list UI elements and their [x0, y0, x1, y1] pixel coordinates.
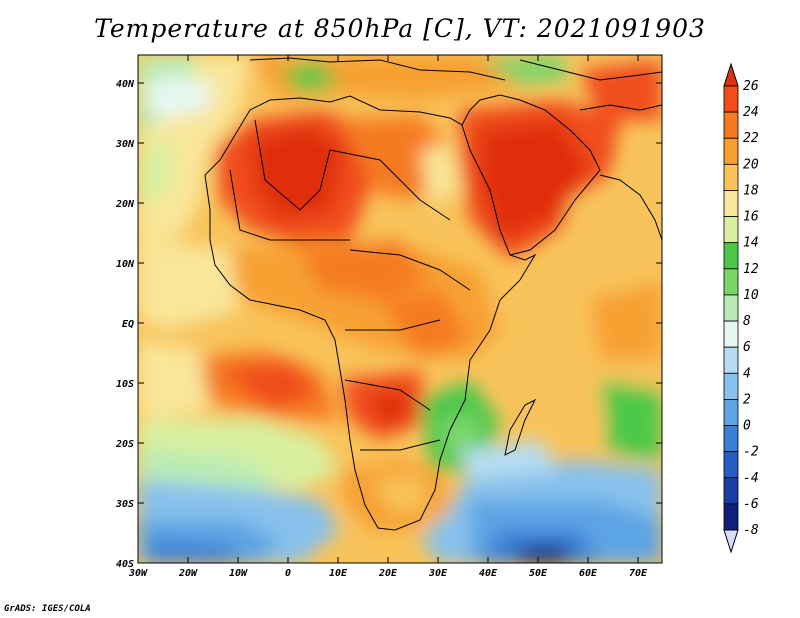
lon-tick-label: 30E: [428, 568, 448, 579]
lon-tick-label: 70E: [629, 568, 648, 579]
colorbar-swatch: [723, 294, 739, 322]
colorbar-label: 22: [743, 131, 759, 146]
map-title: Temperature at 850hPa [C], VT: 202109190…: [94, 14, 706, 43]
temperature-field: [138, 55, 662, 563]
lon-tick-label: 20W: [178, 568, 198, 579]
plot-frame: [137, 54, 663, 564]
lon-tick-label: 30W: [128, 568, 148, 579]
colorbar-label: 2: [743, 392, 751, 407]
colorbar-swatch: [723, 320, 739, 348]
colorbar-swatch: [723, 503, 739, 531]
lon-tick-label: 10E: [329, 568, 348, 579]
lon-tick-label: 0: [285, 568, 291, 579]
colorbar-label: 26: [743, 79, 759, 94]
lat-tick-label: 30N: [115, 139, 135, 150]
lat-tick-label: 40S: [116, 559, 134, 570]
colorbar-swatch: [723, 242, 739, 270]
colorbar-label: 4: [743, 366, 751, 381]
colorbar-swatch: [723, 190, 739, 217]
coastlines: [204, 57, 662, 531]
lat-tick-label: EQ: [122, 319, 134, 330]
lon-tick-label: 20E: [378, 568, 398, 579]
colorbar-label: -6: [743, 497, 759, 512]
colorbar-swatch: [723, 451, 739, 479]
colorbar-swatch: [723, 85, 739, 113]
lat-tick-label: 40N: [116, 79, 135, 90]
colorbar-label: 8: [743, 314, 751, 329]
colorbar-swatch: [723, 216, 739, 244]
colorbar-label: 14: [743, 236, 759, 251]
colorbar-swatch: [723, 137, 739, 165]
colorbar-label: -2: [743, 445, 759, 460]
colorbar-label: 20: [743, 157, 759, 172]
colorbar-swatch: [723, 477, 739, 505]
colorbar-swatch: [723, 425, 739, 453]
latitude-axis: 40N 30N 20N 10N EQ 10S 20S 30S 40S: [115, 79, 662, 570]
lon-tick-label: 40E: [479, 568, 498, 579]
colorbar-swatch: [723, 346, 739, 374]
colorbar-label: 24: [743, 105, 759, 120]
colorbar-swatch: [723, 372, 739, 400]
colorbar-swatch: [723, 163, 739, 191]
lat-tick-label: 30S: [115, 499, 134, 510]
colorbar-label: 10: [743, 288, 759, 303]
colorbar-label: 18: [743, 183, 759, 198]
colorbar-label: -8: [743, 523, 759, 538]
colorbar-swatch: [723, 111, 739, 139]
lat-tick-label: 20N: [115, 199, 135, 210]
grads-credit: GrADS: IGES/COLA: [4, 604, 91, 614]
colorbar-bottom-arrow: [723, 529, 739, 554]
colorbar-swatch: [723, 268, 739, 296]
lon-tick-label: 50E: [529, 568, 548, 579]
lat-tick-label: 10N: [116, 259, 135, 270]
lon-tick-label: 10W: [229, 568, 248, 579]
colorbar-label: 0: [743, 419, 751, 434]
lat-tick-label: 20S: [115, 439, 134, 450]
lat-tick-label: 10S: [116, 379, 134, 390]
colorbar-label: -4: [743, 471, 759, 486]
colorbar-label: 12: [743, 262, 759, 277]
colorbar-swatch: [723, 399, 739, 426]
longitude-axis: 30W 20W 10W 0 10E 20E 30E 40E 50E 60E 70E: [128, 55, 648, 579]
colorbar-label: 16: [743, 210, 759, 225]
lon-tick-label: 60E: [579, 568, 598, 579]
colorbar-top-arrow: [723, 62, 739, 87]
colorbar-label: 6: [743, 340, 751, 355]
